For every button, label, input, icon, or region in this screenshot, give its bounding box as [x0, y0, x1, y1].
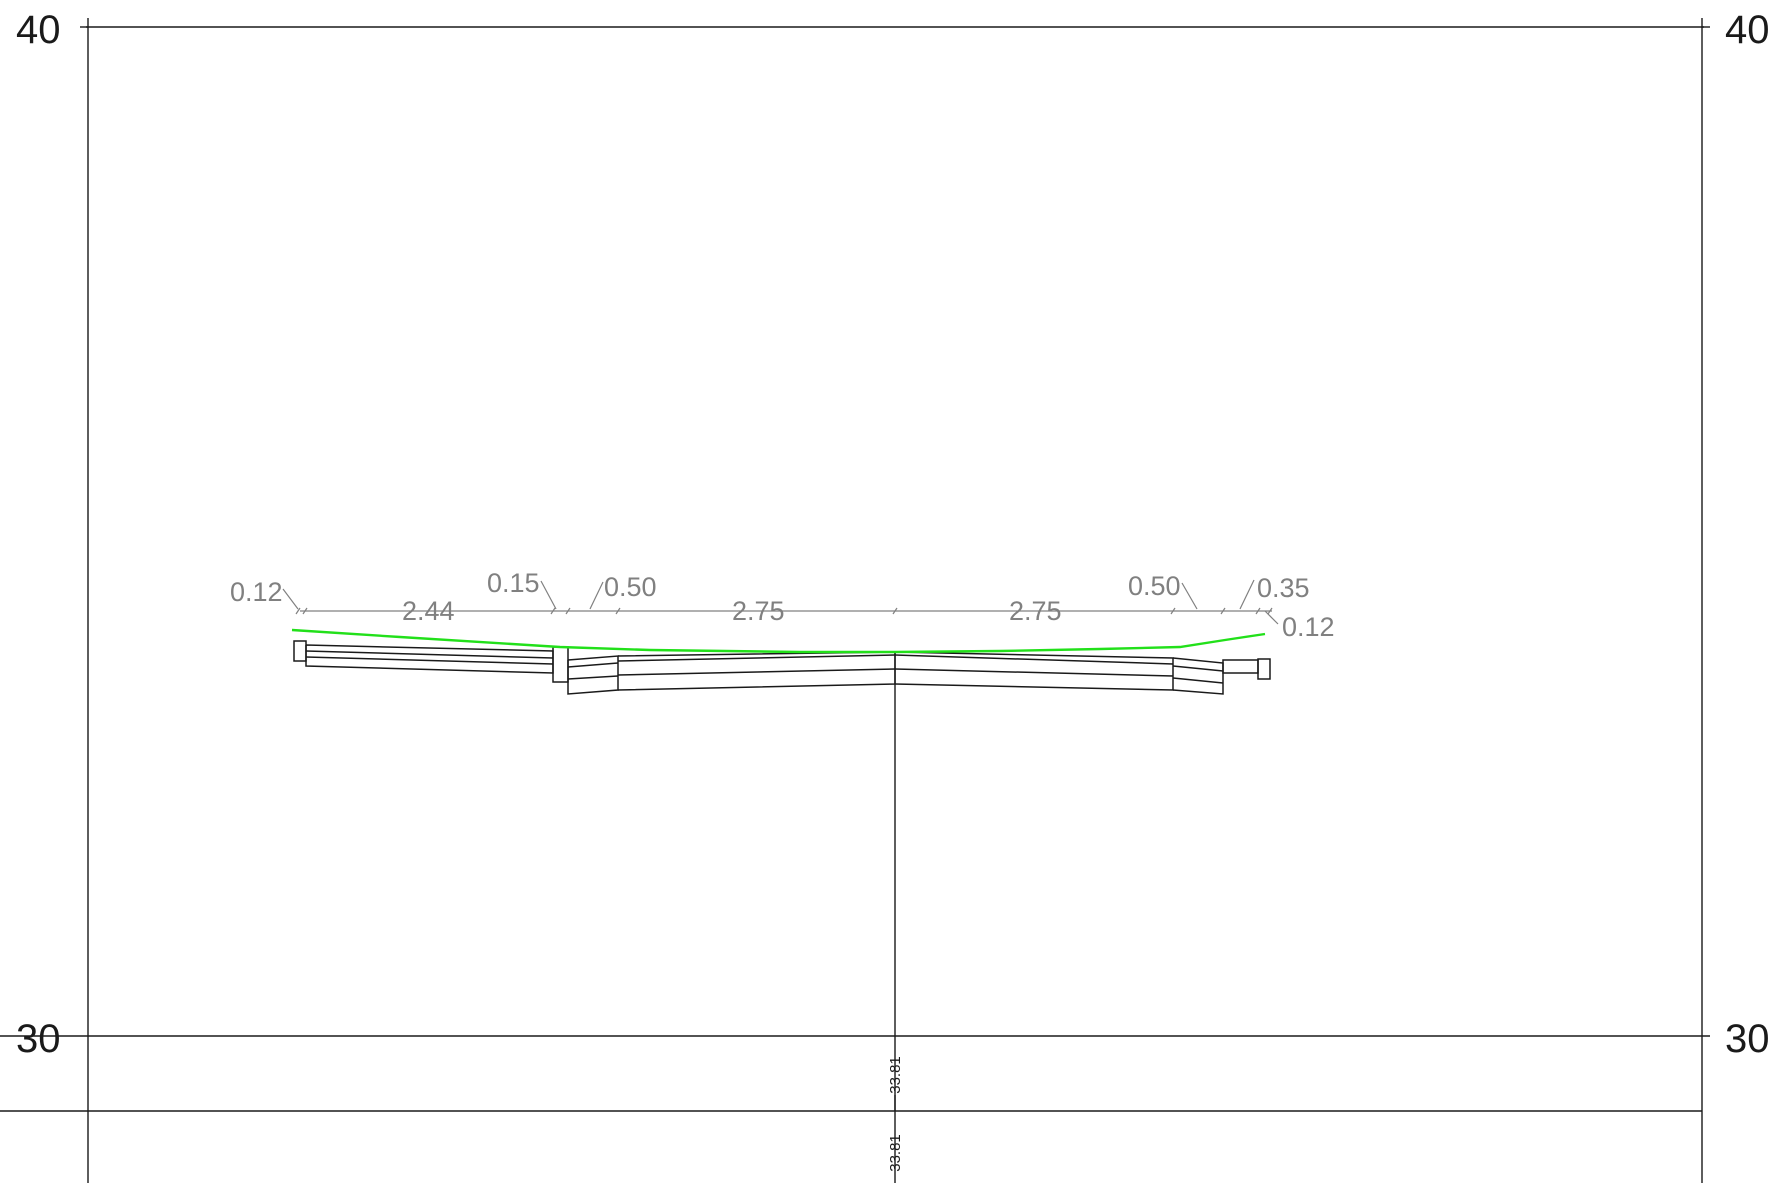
- elevation-label-40-right: 40: [1725, 8, 1770, 52]
- right-gutter-layer-1: [1172, 665, 1224, 672]
- right-lane-pavement: [894, 651, 1174, 691]
- left-curb: [552, 646, 569, 683]
- right-lane-layer-2: [894, 668, 1174, 677]
- tick-mark: [1255, 607, 1261, 615]
- left-sidewalk-layer-2: [305, 656, 554, 665]
- tick-mark: [1170, 607, 1176, 615]
- tick-mark: [565, 607, 571, 615]
- band-design-elevation: 33.81: [887, 1056, 904, 1094]
- leader-right-gutter: [1181, 582, 1198, 610]
- right-gutter: [1172, 657, 1224, 695]
- left-edge-block: [293, 640, 307, 662]
- right-gutter-layer-2: [1172, 677, 1224, 684]
- tick-mark: [302, 607, 308, 615]
- dim-label-left-curb: 0.15: [487, 568, 540, 598]
- road-structure: [293, 640, 1271, 695]
- leader-left-edge: [282, 588, 299, 610]
- right-edge-block: [1257, 658, 1271, 680]
- left-lane-pavement: [617, 651, 896, 691]
- leader-left-curb: [540, 580, 557, 610]
- leader-left-gutter: [589, 581, 604, 610]
- dim-label-left-sidewalk: 2.44: [402, 596, 455, 626]
- dim-label-right-edge: 0.12: [1282, 612, 1335, 642]
- dim-label-right-gutter: 0.50: [1128, 571, 1181, 601]
- tick-mark: [1220, 607, 1226, 615]
- dim-label-right-curb: 0.35: [1257, 573, 1310, 603]
- tick-mark: [892, 607, 898, 615]
- leader-right-edge: [1264, 610, 1279, 625]
- drawing-frame: [0, 18, 1710, 1183]
- left-lane-layer-2: [617, 668, 896, 676]
- elevation-label-30-right: 30: [1725, 1017, 1770, 1061]
- right-lane-layer-1: [894, 654, 1174, 665]
- existing-ground-line: [291, 628, 1266, 654]
- left-gutter-layer-1: [567, 662, 619, 668]
- tick-mark: [1267, 607, 1273, 615]
- tick-mark: [615, 607, 621, 615]
- dim-label-left-lane: 2.75: [732, 596, 785, 626]
- left-sidewalk-layer-1: [305, 650, 554, 659]
- dimension-labels: 0.12 2.44 0.15 0.50 2.75 2.75 0.50 0.35 …: [230, 568, 1335, 642]
- right-curb: [1222, 659, 1259, 674]
- dim-label-right-lane: 2.75: [1009, 596, 1062, 626]
- left-sidewalk-layers: [305, 644, 554, 674]
- dimension-chain: [282, 579, 1279, 625]
- tick-mark: [295, 607, 301, 615]
- left-gutter: [567, 655, 619, 695]
- leader-right-curb: [1239, 579, 1255, 610]
- elevation-label-30-left: 30: [16, 1017, 61, 1061]
- band-ground-elevation: 33.81: [887, 1134, 904, 1172]
- tick-mark: [550, 607, 556, 615]
- dim-label-left-edge: 0.12: [230, 577, 283, 607]
- dimension-ticks: [295, 607, 1273, 615]
- elevation-label-40-left: 40: [16, 8, 61, 52]
- left-gutter-layer-2: [567, 675, 619, 680]
- left-lane-layer-1: [617, 654, 896, 662]
- dim-label-left-gutter: 0.50: [604, 572, 657, 602]
